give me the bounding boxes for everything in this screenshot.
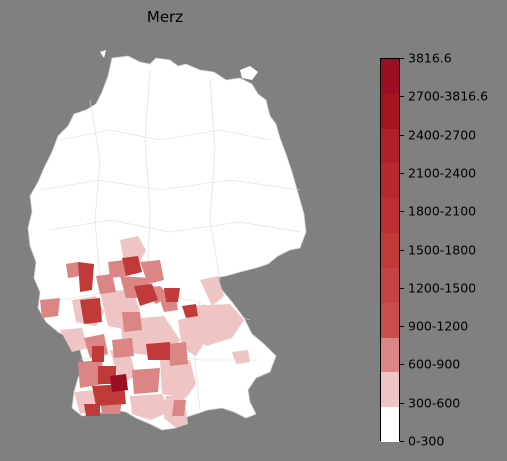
legend-band: [381, 302, 399, 339]
legend-band: [381, 267, 399, 304]
legend-tick: [400, 172, 404, 174]
legend-label: 600-900: [408, 356, 461, 372]
legend-label: 1200-1500: [408, 280, 477, 296]
legend-label: 2400-2700: [408, 127, 477, 143]
legend-band: [381, 407, 399, 443]
legend-band: [381, 337, 399, 373]
legend-tick: [400, 134, 404, 136]
map-title: Merz: [146, 8, 184, 26]
legend-tick: [400, 287, 404, 289]
legend-tick: [400, 441, 404, 442]
legend-label: 2700-3816.6: [408, 88, 489, 104]
legend-tick: [400, 58, 404, 59]
legend-tick: [400, 211, 404, 213]
district-layer-2700-3816: [110, 374, 128, 392]
legend-band: [381, 233, 399, 269]
legend-tick: [400, 96, 404, 98]
legend-label: 0-300: [408, 433, 445, 449]
legend-band: [381, 372, 399, 408]
north-island: [240, 66, 258, 80]
legend-label: 3816.6: [408, 50, 452, 66]
legend-band: [381, 93, 399, 130]
legend-tick: [400, 364, 404, 366]
legend-label: 1500-1800: [408, 242, 477, 257]
legend-label: 2100-2400: [408, 165, 477, 181]
germany-district-map: [27, 50, 307, 431]
north-island: [100, 50, 106, 58]
legend-label: 900-1200: [408, 318, 469, 334]
legend-band: [381, 198, 399, 234]
legend-tick: [400, 326, 404, 328]
district-layer-1200-2400: [78, 256, 198, 416]
legend-label: 300-600: [408, 395, 461, 411]
color-legend-bar: [380, 58, 400, 443]
legend-band: [381, 128, 399, 164]
legend-band: [381, 59, 399, 95]
legend-band: [381, 163, 399, 199]
legend-tick: [400, 249, 404, 251]
legend-label: 1800-2100: [408, 203, 477, 219]
legend-tick: [400, 402, 404, 404]
